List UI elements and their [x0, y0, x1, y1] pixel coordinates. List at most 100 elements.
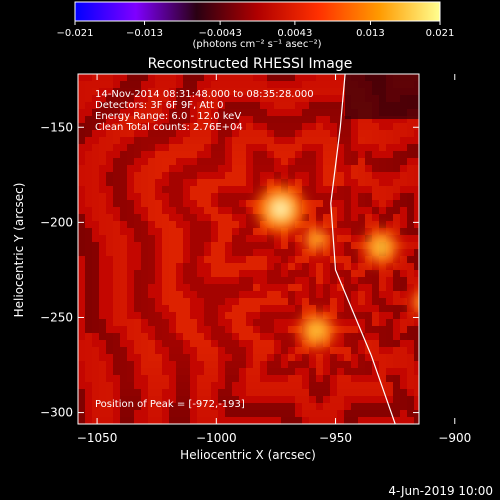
texture-cell — [113, 368, 120, 375]
texture-cell — [302, 158, 309, 165]
texture-cell — [288, 389, 295, 396]
texture-cell — [309, 284, 316, 291]
texture-cell — [127, 326, 134, 333]
texture-cell — [92, 158, 99, 165]
texture-cell — [211, 361, 218, 368]
texture-cell — [330, 81, 337, 88]
texture-cell — [239, 284, 246, 291]
texture-cell — [99, 368, 106, 375]
texture-cell — [323, 88, 330, 95]
texture-cell — [379, 403, 386, 410]
texture-cell — [134, 214, 141, 221]
texture-cell — [365, 319, 372, 326]
texture-cell — [337, 130, 344, 137]
texture-cell — [337, 221, 344, 228]
texture-cell — [183, 312, 190, 319]
texture-cell — [281, 235, 288, 242]
texture-cell — [323, 207, 330, 214]
info-line: 14-Nov-2014 08:31:48.000 to 08:35:28.000 — [95, 89, 314, 100]
texture-cell — [204, 109, 211, 116]
texture-cell — [99, 389, 106, 396]
texture-cell — [113, 165, 120, 172]
texture-cell — [232, 165, 239, 172]
texture-cell — [365, 368, 372, 375]
texture-cell — [351, 221, 358, 228]
texture-cell — [323, 109, 330, 116]
texture-cell — [232, 312, 239, 319]
texture-cell — [155, 368, 162, 375]
texture-cell — [365, 347, 372, 354]
texture-cell — [239, 172, 246, 179]
texture-cell — [309, 179, 316, 186]
texture-cell — [148, 158, 155, 165]
texture-cell — [344, 207, 351, 214]
texture-cell — [120, 249, 127, 256]
texture-cell — [246, 333, 253, 340]
texture-cell — [344, 221, 351, 228]
texture-cell — [141, 270, 148, 277]
emission-sources — [256, 185, 419, 350]
texture-cell — [113, 298, 120, 305]
texture-cell — [127, 361, 134, 368]
texture-cell — [330, 193, 337, 200]
source-glow — [410, 290, 419, 315]
texture-cell — [190, 151, 197, 158]
texture-cell — [365, 389, 372, 396]
texture-cell — [393, 179, 400, 186]
texture-cell — [358, 403, 365, 410]
texture-cell — [393, 186, 400, 193]
texture-cell — [246, 410, 253, 417]
texture-cell — [92, 403, 99, 410]
texture-cell — [302, 186, 309, 193]
texture-cell — [295, 116, 302, 123]
texture-cell — [351, 284, 358, 291]
texture-cell — [302, 263, 309, 270]
texture-cell — [155, 95, 162, 102]
texture-cell — [407, 172, 414, 179]
texture-cell — [99, 375, 106, 382]
texture-cell — [260, 340, 267, 347]
texture-cell — [407, 382, 414, 389]
texture-cell — [204, 375, 211, 382]
texture-cell — [358, 123, 365, 130]
texture-cell — [78, 235, 85, 242]
texture-cell — [358, 354, 365, 361]
texture-cell — [225, 214, 232, 221]
texture-cell — [113, 123, 120, 130]
texture-cell — [197, 165, 204, 172]
texture-cell — [358, 382, 365, 389]
texture-cell — [106, 172, 113, 179]
texture-cell — [99, 382, 106, 389]
texture-cell — [344, 417, 351, 424]
texture-cell — [386, 361, 393, 368]
texture-cell — [337, 375, 344, 382]
texture-cell — [358, 361, 365, 368]
colorbar-tick-label: −0.013 — [126, 28, 163, 39]
texture-cell — [190, 333, 197, 340]
texture-cell — [197, 109, 204, 116]
texture-cell — [309, 221, 316, 228]
texture-cell — [288, 270, 295, 277]
texture-cell — [316, 396, 323, 403]
texture-cell — [148, 235, 155, 242]
texture-cell — [197, 410, 204, 417]
texture-cell — [120, 242, 127, 249]
texture-cell — [120, 319, 127, 326]
texture-cell — [120, 375, 127, 382]
texture-cell — [330, 277, 337, 284]
texture-cell — [365, 326, 372, 333]
texture-cell — [148, 305, 155, 312]
texture-cell — [176, 193, 183, 200]
texture-cell — [141, 186, 148, 193]
texture-cell — [232, 88, 239, 95]
texture-cell — [183, 144, 190, 151]
y-tick-label: −150 — [40, 120, 73, 134]
texture-cell — [372, 403, 379, 410]
texture-cell — [267, 326, 274, 333]
texture-cell — [274, 368, 281, 375]
texture-cell — [344, 158, 351, 165]
texture-cell — [302, 214, 309, 221]
texture-cell — [400, 158, 407, 165]
texture-cell — [281, 347, 288, 354]
texture-cell — [379, 368, 386, 375]
